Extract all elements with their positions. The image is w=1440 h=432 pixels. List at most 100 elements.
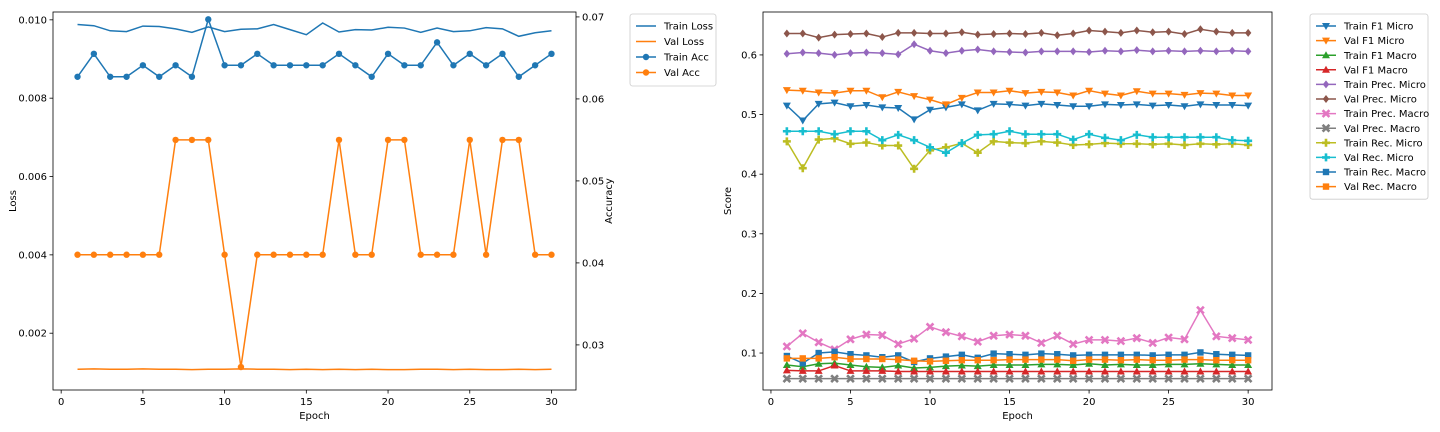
data-point-val-prec-micro	[1069, 29, 1077, 38]
data-point-train-prec-macro	[877, 330, 887, 340]
data-point-train-rec-micro	[973, 148, 982, 157]
data-point-val-f1-macro	[1228, 367, 1237, 375]
data-point-train-f1-micro	[1037, 100, 1046, 108]
data-point-val-f1-micro	[910, 93, 919, 101]
y-tick-label: 0.006	[18, 172, 47, 183]
data-point-val-f1-macro	[941, 367, 950, 375]
data-point-train-prec-micro	[1149, 47, 1156, 56]
legend-marker	[1322, 95, 1330, 103]
data-point-train-rec-macro	[990, 350, 997, 357]
data-point-train-f1-macro	[782, 360, 791, 368]
data-point-train-rec-macro	[942, 353, 950, 360]
data-point-val-f1-micro	[1005, 87, 1014, 95]
data-point-train-f1-macro	[957, 361, 966, 369]
data-point-train-f1-micro	[989, 100, 998, 108]
x-tick-label: 25	[463, 397, 476, 408]
data-point-train-rec-macro	[1006, 351, 1013, 358]
data-point-train-f1-macro	[1037, 360, 1046, 368]
y2-tick-label: 0.03	[582, 340, 604, 351]
legend-item-train-prec-micro: Train Prec. Micro	[1316, 80, 1426, 91]
data-point-val-prec-macro	[989, 374, 998, 383]
legend-label: Val Acc	[664, 68, 700, 79]
legend-label: Train Loss	[663, 22, 713, 33]
data-point-train-prec-micro	[1213, 47, 1220, 56]
legend-label: Train F1 Macro	[1343, 51, 1417, 62]
series-line-train-f1-micro	[786, 101, 1249, 122]
data-point-train-prec-macro	[1227, 333, 1237, 343]
data-point-train-f1-macro	[1069, 360, 1078, 368]
data-point-val-rec-micro	[989, 130, 998, 139]
data-point-train-prec-micro	[1165, 46, 1172, 55]
data-point-train-f1-macro	[989, 360, 998, 368]
data-point-train-acc	[188, 73, 196, 80]
data-point-train-rec-macro	[895, 352, 902, 359]
data-point-val-f1-macro	[989, 367, 998, 375]
data-point-train-rec-micro	[798, 164, 807, 173]
data-point-train-acc	[515, 73, 522, 80]
data-point-train-prec-micro	[1022, 48, 1029, 57]
data-point-val-f1-macro	[1148, 367, 1157, 375]
data-point-val-prec-macro	[1227, 374, 1237, 383]
data-point-val-rec-macro	[990, 356, 997, 364]
data-point-train-f1-macro	[1180, 360, 1189, 368]
score-metrics-chart: 0 5 10 15 20 25 30 0.1 0.2 0.3 0.4 0.5 0.6 Epoch Score…	[723, 11, 1429, 422]
data-point-val-f1-micro	[1069, 92, 1078, 100]
x-tick-label: 20	[382, 397, 395, 408]
x-tick-label: 10	[218, 397, 231, 408]
data-point-train-f1-macro	[814, 359, 823, 367]
data-point-val-acc	[123, 251, 130, 258]
data-point-train-prec-macro	[1084, 335, 1094, 345]
data-point-val-f1-micro	[1116, 92, 1125, 100]
legend-label: Val F1 Micro	[1344, 36, 1404, 47]
data-point-val-rec-macro	[1038, 356, 1045, 363]
data-point-val-acc	[499, 136, 506, 144]
data-point-val-rec-macro	[1069, 357, 1077, 364]
data-point-train-prec-macro	[957, 332, 967, 341]
data-point-train-rec-micro	[830, 134, 839, 143]
data-point-train-f1-micro	[1228, 102, 1237, 110]
data-point-train-acc	[368, 73, 375, 80]
series-line-val-loss	[77, 368, 552, 371]
data-point-val-f1-macro	[878, 366, 887, 374]
legend-box	[629, 13, 717, 87]
data-point-val-rec-macro	[847, 355, 854, 363]
data-point-val-f1-micro	[1164, 90, 1173, 98]
data-point-val-f1-macro	[926, 367, 935, 375]
data-point-train-acc	[156, 73, 163, 80]
legend-label: Train Prec. Micro	[1343, 80, 1426, 91]
data-point-train-rec-micro	[894, 141, 903, 150]
data-point-val-prec-macro	[1021, 374, 1030, 383]
data-point-val-f1-micro	[1021, 90, 1030, 98]
data-point-val-f1-macro	[1053, 367, 1062, 375]
data-point-train-acc	[254, 50, 261, 58]
data-point-val-rec-micro	[1228, 136, 1237, 145]
data-point-val-rec-macro	[1213, 356, 1220, 364]
data-point-val-rec-macro	[1244, 356, 1252, 364]
data-point-val-rec-macro	[1181, 356, 1188, 363]
data-point-val-acc	[286, 251, 294, 258]
data-point-train-f1-micro	[1116, 102, 1125, 110]
y-tick-label: 0.4	[741, 170, 757, 181]
data-point-train-acc	[450, 62, 457, 69]
data-point-val-f1-macro	[910, 367, 919, 375]
data-point-val-f1-micro	[989, 89, 998, 97]
data-point-val-prec-macro	[1100, 374, 1110, 383]
series-line-train-f1-macro	[786, 362, 1249, 369]
data-point-train-prec-macro	[1068, 339, 1078, 349]
data-point-val-prec-macro	[1037, 374, 1046, 383]
data-point-train-rec-macro	[958, 351, 966, 359]
series-line-val-rec-macro	[786, 356, 1249, 363]
y-tick-label: 0.1	[741, 349, 757, 360]
data-point-train-f1-macro	[1021, 360, 1030, 368]
legend-item-val-prec-micro: Val Prec. Micro	[1316, 95, 1417, 106]
legend-item-train-f1-macro: Train F1 Macro	[1316, 51, 1417, 62]
data-point-val-prec-macro	[1068, 374, 1078, 383]
data-point-train-f1-macro	[973, 362, 982, 370]
data-point-val-prec-macro	[957, 374, 967, 383]
data-point-train-prec-macro	[814, 337, 823, 347]
data-point-train-prec-macro	[941, 327, 951, 337]
data-point-val-prec-macro	[1005, 374, 1014, 383]
data-point-train-acc	[237, 62, 245, 69]
series-line-train-rec-macro	[786, 351, 1249, 365]
series-line-val-prec-micro	[786, 28, 1249, 39]
